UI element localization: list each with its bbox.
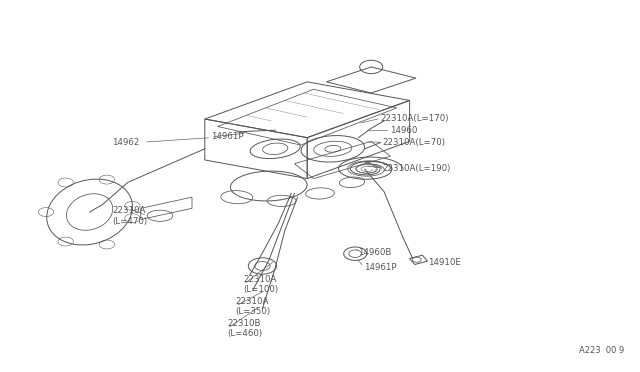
Text: 22310A: 22310A [112,206,145,215]
Text: 22310A(L=170): 22310A(L=170) [381,114,449,123]
Text: 22310A: 22310A [236,297,269,306]
Text: 14962: 14962 [112,138,140,147]
Text: (L=460): (L=460) [227,329,262,338]
Text: (L=100): (L=100) [243,285,278,294]
Text: 14960: 14960 [390,126,418,135]
Text: 14960B: 14960B [358,248,392,257]
Text: 22310B: 22310B [227,319,260,328]
Text: 14961P: 14961P [364,263,396,272]
Text: 14961P: 14961P [211,132,244,141]
Text: 14910E: 14910E [428,258,460,267]
Text: 22310A(L=70): 22310A(L=70) [382,138,445,147]
Text: (L=350): (L=350) [236,307,271,316]
Text: (L=470): (L=470) [112,217,147,226]
Text: 22310A: 22310A [243,275,276,284]
Text: 22310A(L=190): 22310A(L=190) [382,164,451,173]
Text: A223  00 9: A223 00 9 [579,346,624,355]
